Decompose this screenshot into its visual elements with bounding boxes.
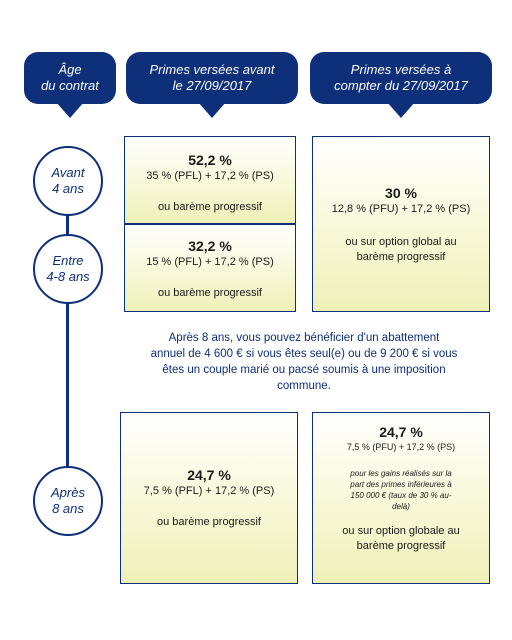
- box-apres-new-rate: 24,7 %: [379, 424, 423, 440]
- period-apres-line1: Après: [51, 485, 85, 500]
- header-after-label: Primes versées à compter du 27/09/2017: [334, 62, 468, 93]
- note-line-3: êtes un couple marié ou pacsé soumis à u…: [162, 364, 446, 376]
- box-apres-new-detail: 7,5 % (PFU) + 17,2 % (PS): [346, 442, 456, 452]
- abattement-note: Après 8 ans, vous pouvez bénéficier d'un…: [118, 330, 490, 394]
- box-new-short-detail: 12,8 % (PFU) + 17,2 % (PS): [331, 202, 471, 215]
- box-apres-new-option-2: barème progressif: [356, 540, 446, 552]
- period-apres-circle: Après 8 ans: [33, 466, 103, 536]
- box-avant-rate: 52,2 %: [188, 152, 232, 168]
- small-note-line-4: delà): [392, 502, 410, 511]
- box-entre-detail: 15 % (PFL) + 17,2 % (PS): [146, 256, 274, 268]
- box-apres-old-rate: 24,7 %: [187, 467, 231, 483]
- period-avant-line1: Avant: [51, 165, 85, 180]
- box-avant-old: 52,2 % 35 % (PFL) + 17,2 % (PS) ou barèm…: [124, 136, 296, 224]
- box-apres-new-small-note: pour les gains réalisés sur la part des …: [350, 468, 451, 512]
- header-before-bubble: Primes versées avant le 27/09/2017: [126, 52, 298, 118]
- box-new-short-option-2: barème progressif: [356, 250, 446, 263]
- box-apres-new-option-1: ou sur option globale au: [342, 525, 460, 537]
- box-entre-option: ou barème progressif: [158, 287, 262, 299]
- header-before-label: Primes versées avant le 27/09/2017: [149, 62, 275, 93]
- box-entre-old: 32,2 % 15 % (PFL) + 17,2 % (PS) ou barèm…: [124, 224, 296, 312]
- box-new-short: 30 % 12,8 % (PFU) + 17,2 % (PS) ou sur o…: [312, 136, 490, 312]
- period-apres-line2: 8 ans: [52, 501, 84, 516]
- period-avant-circle: Avant 4 ans: [33, 146, 103, 216]
- box-entre-rate: 32,2 %: [188, 238, 232, 254]
- box-apres-old-detail: 7,5 % (PFL) + 17,2 % (PS): [143, 485, 275, 497]
- note-line-2: annuel de 4 600 € si vous êtes seul(e) o…: [150, 348, 458, 360]
- box-avant-detail: 35 % (PFL) + 17,2 % (PS): [146, 170, 274, 182]
- period-avant-line2: 4 ans: [52, 181, 84, 196]
- box-apres-old: 24,7 % 7,5 % (PFL) + 17,2 % (PS) ou barè…: [120, 412, 298, 584]
- header-age-bubble: Âge du contrat: [24, 52, 116, 118]
- small-note-line-2: part des primes inférieures à: [350, 480, 452, 489]
- box-new-short-option-1: ou sur option global au: [345, 235, 457, 248]
- header-age-label: Âge du contrat: [41, 62, 99, 93]
- timeline-line: [66, 200, 69, 480]
- note-line-1: Après 8 ans, vous pouvez bénéficier d'un…: [168, 332, 440, 344]
- box-avant-option: ou barème progressif: [158, 201, 262, 213]
- header-after-bubble: Primes versées à compter du 27/09/2017: [310, 52, 492, 118]
- small-note-line-1: pour les gains réalisés sur la: [350, 469, 452, 478]
- small-note-line-3: 150 000 € (taux de 30 % au-: [350, 491, 452, 500]
- note-line-4: commune.: [277, 380, 331, 392]
- period-entre-circle: Entre 4-8 ans: [33, 234, 103, 304]
- box-new-short-rate: 30 %: [385, 184, 417, 201]
- period-entre-line1: Entre: [52, 253, 84, 268]
- box-apres-new: 24,7 % 7,5 % (PFU) + 17,2 % (PS) pour le…: [312, 412, 490, 584]
- period-entre-line2: 4-8 ans: [46, 269, 90, 284]
- box-apres-old-option: ou barème progressif: [157, 516, 261, 528]
